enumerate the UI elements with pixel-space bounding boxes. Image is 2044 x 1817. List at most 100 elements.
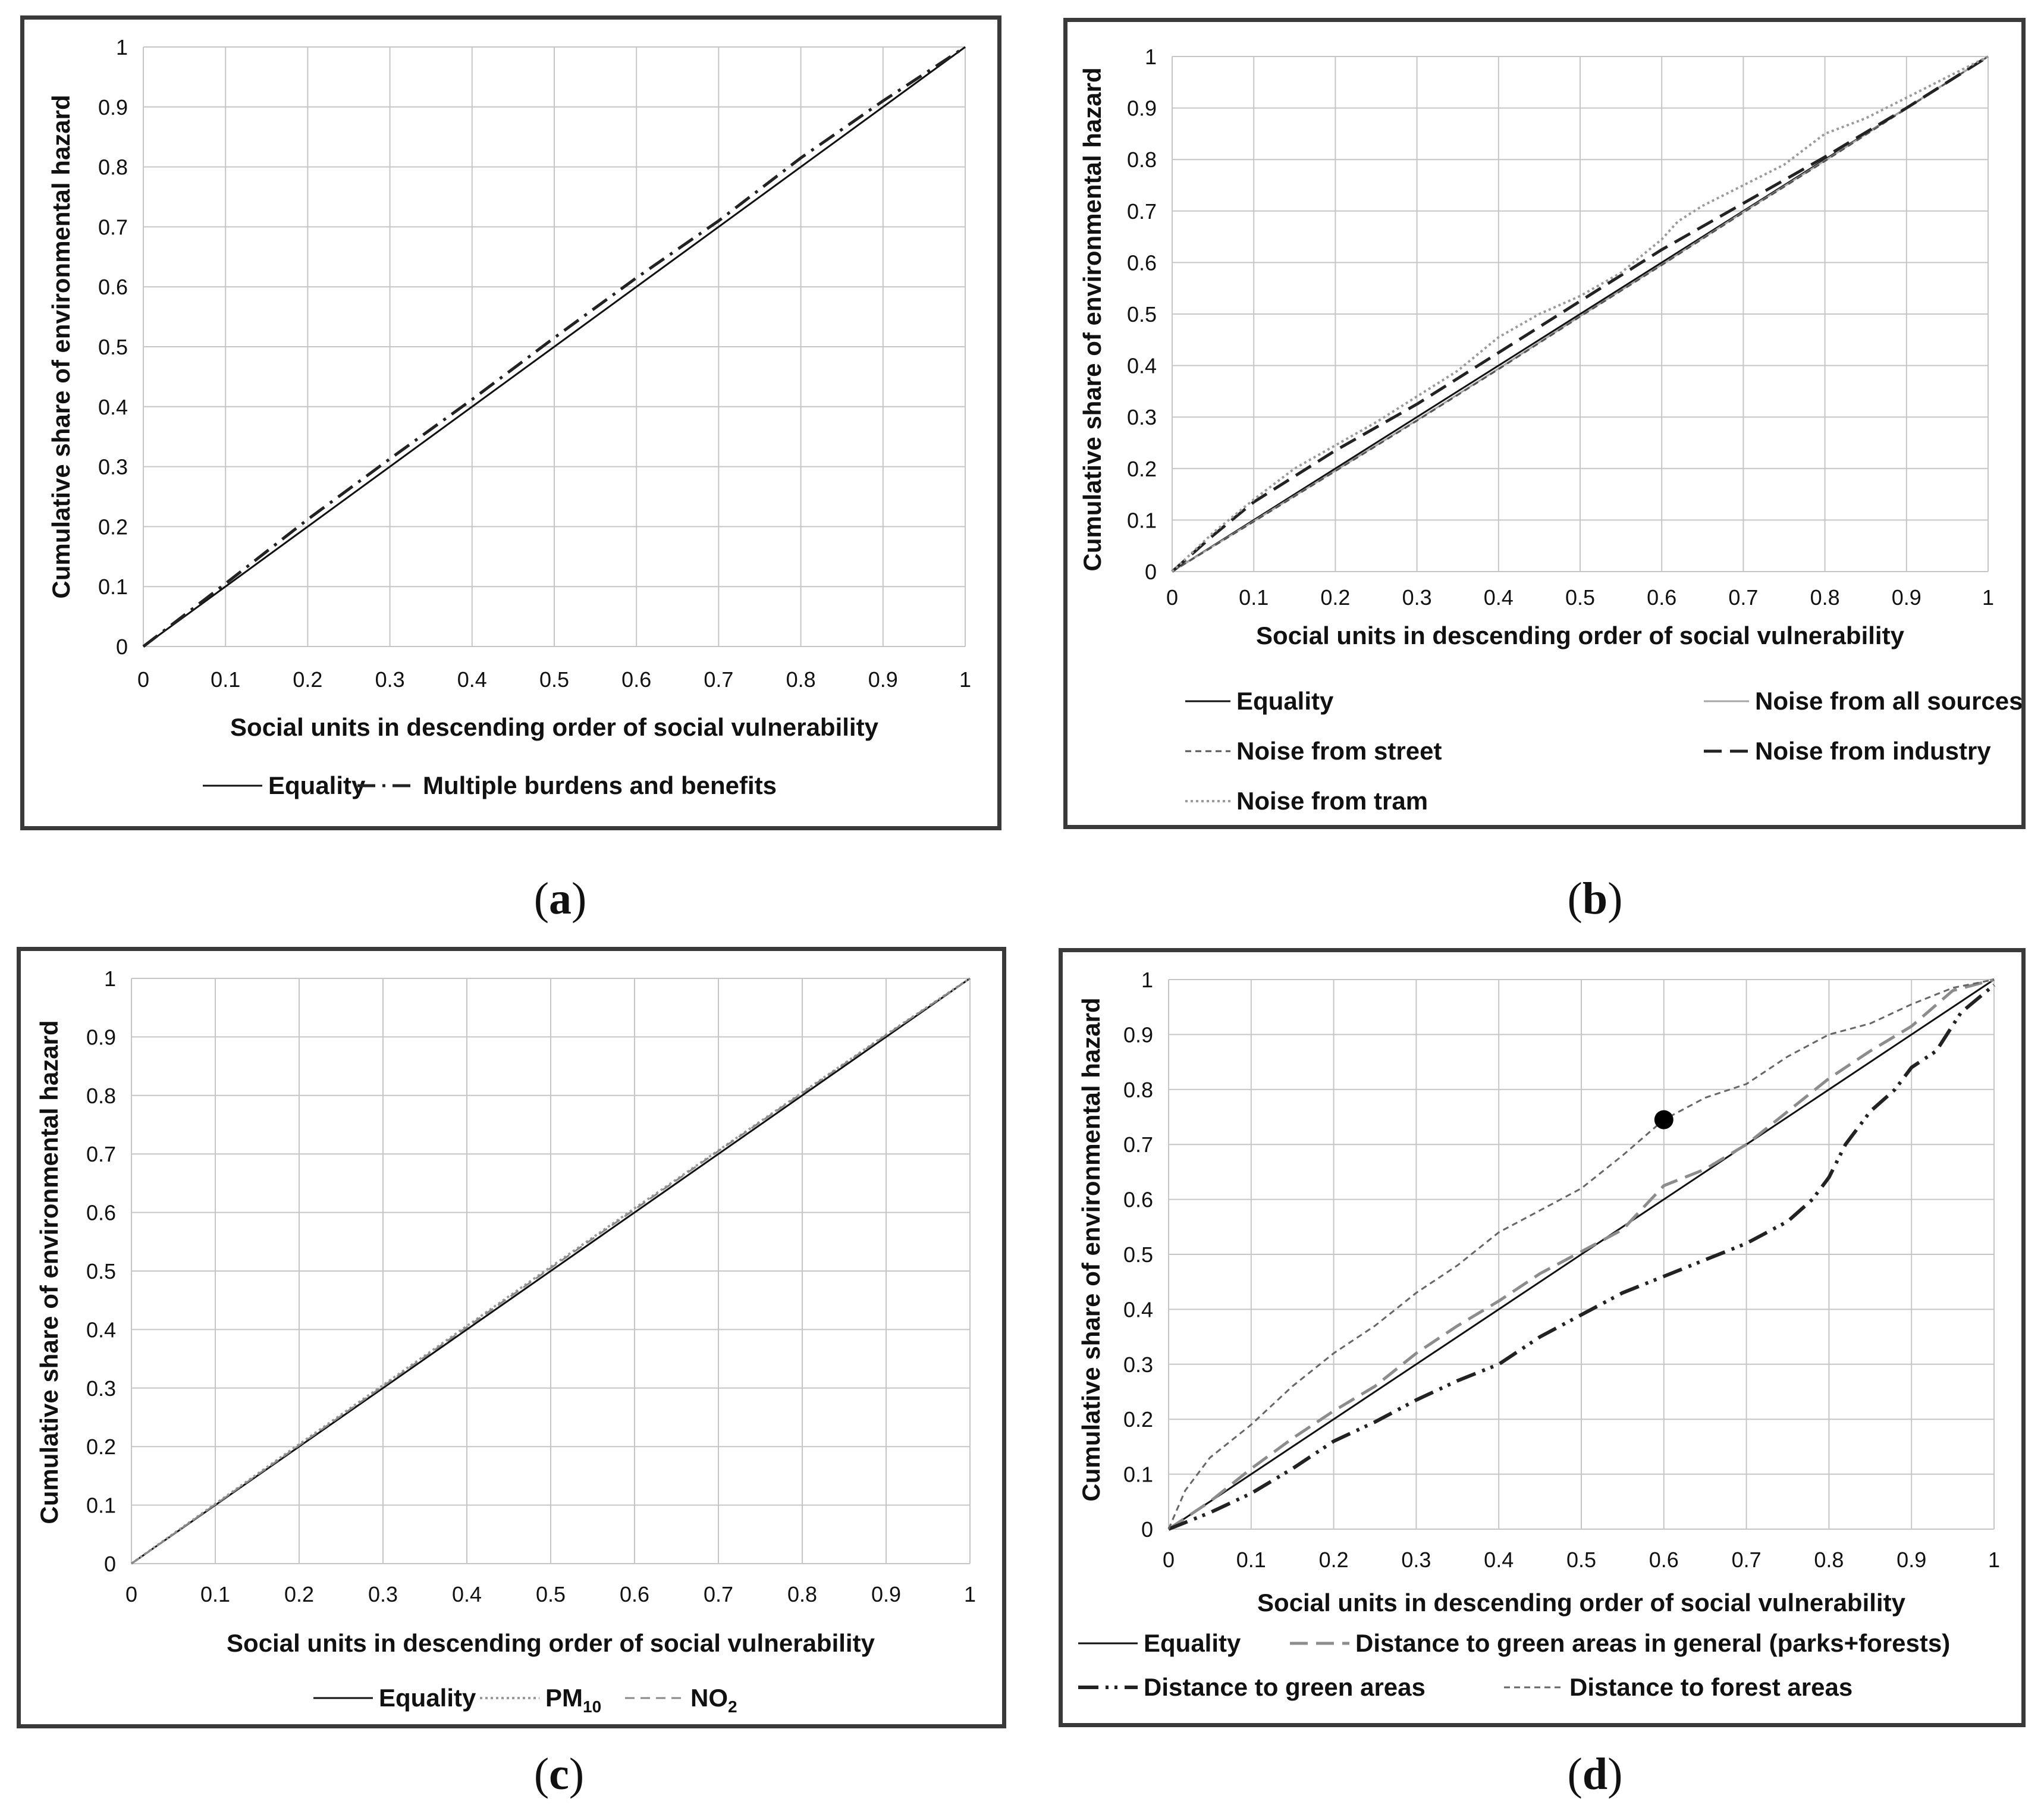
chart-a-svg: 0 0.1 0.2 0.3 0.4 0.5 0.6 0.7 0.8 0.9 1 0 0.1 0.2 0.3 0… — [47, 35, 971, 799]
panel-label-d: (d) — [1567, 1749, 1623, 1799]
legend-label: NO2 — [690, 1684, 737, 1716]
panel-label-b: (b) — [1567, 874, 1623, 924]
series-line-2 — [142, 45, 966, 648]
legend-label: Noise from street — [1236, 737, 1442, 765]
x-tick-label: 0.7 — [1728, 585, 1758, 610]
chart-panel-a: 0 0.1 0.2 0.3 0.4 0.5 0.6 0.7 0.8 0.9 1 0 0.1 0.2 0.3 0… — [20, 15, 1001, 830]
x-tick-label: 0.8 — [787, 1582, 817, 1606]
legend-label: PM10 — [545, 1684, 601, 1716]
panel-letter-b: b — [1582, 874, 1608, 924]
series-line-5 — [1171, 55, 1989, 573]
y-tick-label: 1 — [1145, 45, 1157, 69]
x-tick-label: 0.4 — [452, 1582, 482, 1606]
legend-label: Equality — [1144, 1629, 1241, 1657]
x-tick-label: 0.9 — [871, 1582, 901, 1606]
y-tick-label: 0.6 — [1123, 1188, 1153, 1212]
chart-panel-c: 0 0.1 0.2 0.3 0.4 0.5 0.6 0.7 0.8 0.9 1 0 0.1 0.2 0.3 0… — [17, 947, 1006, 1728]
x-tick-label: 0.2 — [1320, 585, 1350, 610]
y-tick-label: 0.8 — [1123, 1078, 1153, 1102]
y-tick-label: 0.1 — [86, 1493, 116, 1518]
chart-panel-d: 0 0.1 0.2 0.3 0.4 0.5 0.6 0.7 0.8 0.9 1 0 0.1 0.2 0.3 0… — [1059, 948, 2026, 1727]
series-line-2 — [1167, 978, 1995, 1531]
chart-c-svg: 0 0.1 0.2 0.3 0.4 0.5 0.6 0.7 0.8 0.9 100.10.20.30… — [35, 966, 976, 1716]
y-tick-label: 1 — [1141, 968, 1153, 992]
legend-label: Multiple burdens and benefits — [423, 771, 777, 799]
y-tick-label: 0 — [116, 635, 128, 659]
x-tick-label: 0.7 — [704, 667, 733, 692]
x-tick-label: 0.2 — [284, 1582, 314, 1606]
y-tick-label: 0 — [1141, 1517, 1153, 1542]
chart-b-svg: 0 0.1 0.2 0.3 0.4 0.5 0.6 0.7 0.8 0.9 1 0 0.1 0.2 0.3 0… — [1078, 45, 2021, 815]
y-tick-label: 0.3 — [1127, 405, 1157, 429]
y-tick-label: 0.9 — [98, 95, 128, 120]
x-tick-label: 1 — [1988, 1548, 2000, 1572]
x-tick-label: 0.3 — [1401, 1548, 1431, 1572]
legend-label-base: NO — [690, 1684, 728, 1712]
x-tick-label: 0.5 — [1565, 585, 1595, 610]
legend: Equality Multiple burdens and benefits — [203, 771, 777, 799]
panel-letter-a: a — [549, 874, 572, 924]
x-tick-label: 0.8 — [1810, 585, 1840, 610]
y-tick-label: 0.4 — [98, 395, 128, 419]
y-tick-label: 0.7 — [86, 1142, 116, 1166]
x-tick-label: 0.2 — [1319, 1548, 1349, 1572]
y-tick-label: 0.5 — [86, 1259, 116, 1283]
x-tick-label: 0.3 — [375, 667, 405, 692]
legend-label-base: PM — [545, 1684, 583, 1712]
grid — [143, 46, 966, 647]
x-tick-label: 0.9 — [868, 667, 898, 692]
y-tick-label: 0.9 — [1127, 96, 1157, 121]
y-tick-label: 0.7 — [98, 215, 128, 239]
y-tick-label: 0.1 — [1127, 508, 1157, 532]
y-tick-label: 0.9 — [86, 1025, 116, 1049]
series-line-1 — [143, 46, 966, 648]
x-tick-label: 0 — [1166, 585, 1178, 610]
legend-label: Equality — [268, 771, 366, 799]
y-tick-label: 0.4 — [86, 1317, 116, 1342]
x-tick-label: 0.1 — [1236, 1548, 1266, 1572]
x-tick-label: 1 — [1982, 585, 1994, 610]
legend-label: Equality — [1236, 687, 1334, 715]
x-axis-title: Social units in descending order of soci… — [1256, 622, 1905, 649]
x-tick-label: 1 — [959, 667, 971, 692]
x-tick-label: 0.6 — [620, 1582, 649, 1606]
x-tick-label: 0.8 — [786, 667, 816, 692]
x-tick-label: 0.4 — [457, 667, 487, 692]
x-tick-label: 0.5 — [1566, 1548, 1596, 1572]
x-tick-label: 0.9 — [1897, 1548, 1926, 1572]
y-axis-title: Cumulative share of environmental hazard — [35, 1020, 63, 1524]
legend-label: Noise from industry — [1755, 737, 1991, 765]
y-tick-label: 0.2 — [86, 1435, 116, 1459]
y-tick-label: 0.5 — [1123, 1242, 1153, 1267]
legend: Equality Noise from all sources Noise from… — [1185, 687, 2021, 815]
y-tick-label: 0.1 — [98, 575, 128, 599]
y-tick-label: 0 — [104, 1552, 116, 1576]
y-tick-label: 0.8 — [98, 155, 128, 180]
y-tick-label: 0.6 — [86, 1201, 116, 1225]
series-line-4 — [1171, 55, 1989, 573]
y-tick-label: 0.4 — [1127, 354, 1157, 378]
grid — [131, 978, 971, 1564]
series-line-4 — [1167, 978, 1995, 1530]
x-tick-label: 0.6 — [1649, 1548, 1679, 1572]
legend-label-subscript: 2 — [728, 1697, 737, 1716]
series-line-3 — [1172, 55, 1989, 573]
x-tick-label: 0.9 — [1892, 585, 1921, 610]
y-tick-label: 0.2 — [1127, 457, 1157, 481]
x-tick-label: 0 — [137, 667, 149, 692]
x-tick-label: 0.8 — [1814, 1548, 1844, 1572]
x-axis-title: Social units in descending order of soci… — [1257, 1589, 1906, 1617]
y-tick-label: 0.9 — [1123, 1022, 1153, 1047]
y-tick-label: 0.7 — [1123, 1132, 1153, 1157]
panel-letter-c: c — [549, 1749, 569, 1799]
x-tick-label: 0.5 — [536, 1582, 566, 1606]
x-tick-label: 0.5 — [539, 667, 569, 692]
y-tick-label: 0.4 — [1123, 1297, 1153, 1322]
legend: Equality PM10 NO2 — [313, 1684, 737, 1716]
x-tick-label: 0.1 — [1239, 585, 1269, 610]
y-axis-title: Cumulative share of environmental hazard — [47, 95, 75, 598]
y-tick-label: 1 — [116, 35, 128, 59]
y-tick-label: 0.3 — [98, 455, 128, 479]
y-tick-label: 0.6 — [98, 275, 128, 299]
y-tick-label: 0.2 — [98, 514, 128, 539]
